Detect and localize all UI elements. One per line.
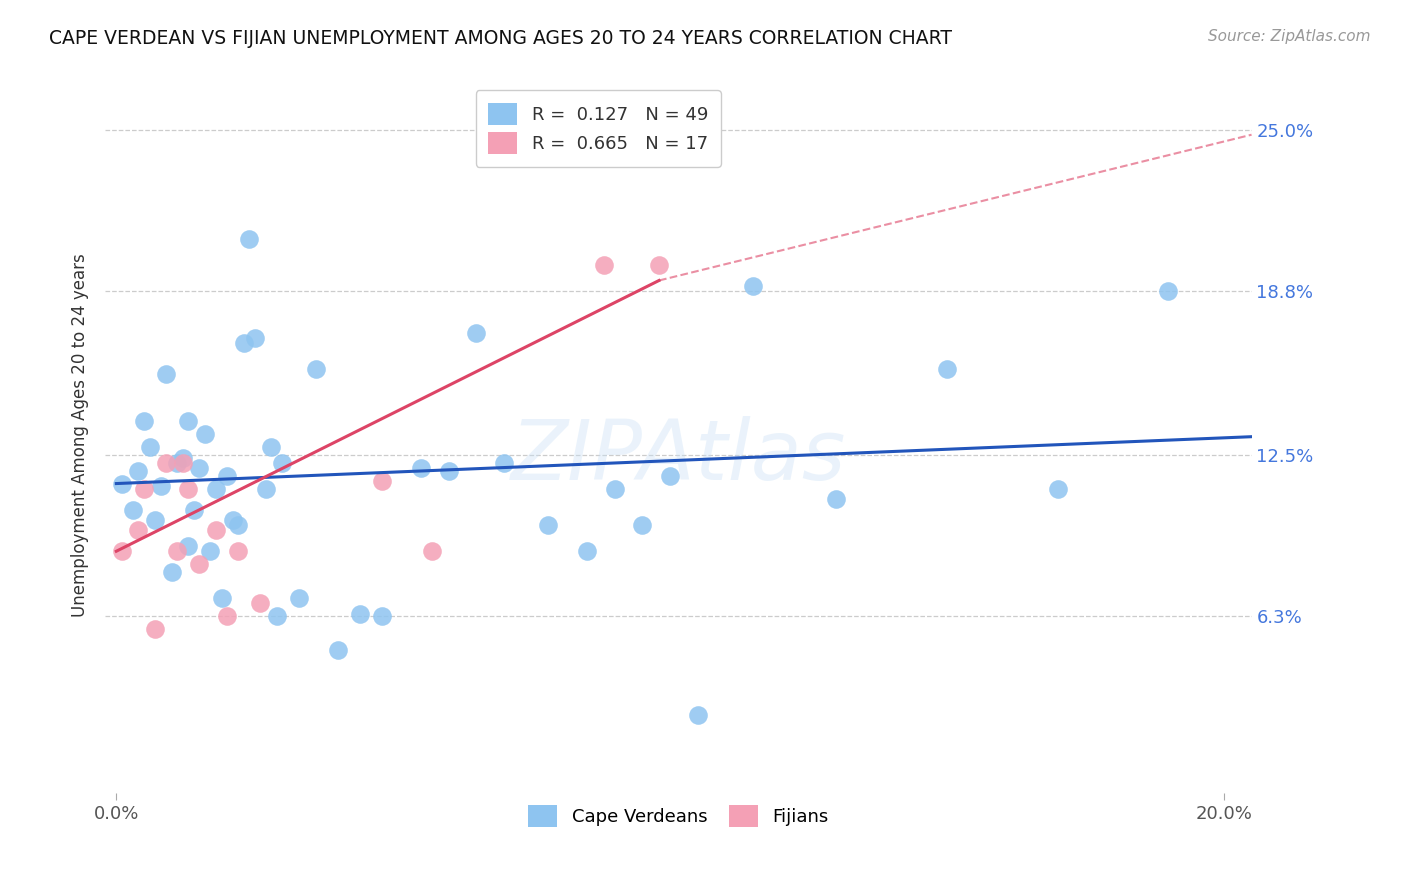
Point bbox=[226, 544, 249, 558]
Point bbox=[659, 468, 682, 483]
Point bbox=[631, 518, 654, 533]
Point bbox=[177, 539, 200, 553]
Point bbox=[420, 544, 443, 558]
Point bbox=[177, 414, 200, 428]
Point bbox=[188, 461, 211, 475]
Point bbox=[305, 362, 328, 376]
Point bbox=[166, 456, 188, 470]
Point bbox=[1046, 482, 1069, 496]
Point bbox=[409, 461, 432, 475]
Point bbox=[143, 513, 166, 527]
Point bbox=[200, 544, 222, 558]
Y-axis label: Unemployment Among Ages 20 to 24 years: Unemployment Among Ages 20 to 24 years bbox=[72, 253, 89, 617]
Point bbox=[215, 609, 238, 624]
Point bbox=[238, 232, 260, 246]
Point bbox=[371, 609, 394, 624]
Point bbox=[254, 482, 277, 496]
Point bbox=[221, 513, 243, 527]
Point bbox=[249, 596, 271, 610]
Point bbox=[271, 456, 294, 470]
Point bbox=[205, 524, 228, 538]
Point bbox=[172, 456, 194, 470]
Legend: Cape Verdeans, Fijians: Cape Verdeans, Fijians bbox=[522, 798, 835, 834]
Point bbox=[172, 450, 194, 465]
Point bbox=[437, 464, 460, 478]
Text: Source: ZipAtlas.com: Source: ZipAtlas.com bbox=[1208, 29, 1371, 45]
Point bbox=[326, 643, 349, 657]
Point bbox=[132, 482, 155, 496]
Point bbox=[266, 609, 288, 624]
Point bbox=[371, 474, 394, 488]
Point bbox=[127, 464, 149, 478]
Point bbox=[243, 331, 266, 345]
Point bbox=[349, 607, 371, 621]
Point bbox=[742, 278, 765, 293]
Point bbox=[149, 479, 172, 493]
Text: CAPE VERDEAN VS FIJIAN UNEMPLOYMENT AMONG AGES 20 TO 24 YEARS CORRELATION CHART: CAPE VERDEAN VS FIJIAN UNEMPLOYMENT AMON… bbox=[49, 29, 952, 48]
Point bbox=[260, 440, 283, 454]
Point bbox=[232, 336, 254, 351]
Point bbox=[111, 544, 134, 558]
Point bbox=[576, 544, 599, 558]
Point bbox=[825, 492, 848, 507]
Point bbox=[155, 368, 177, 382]
Point bbox=[122, 502, 145, 516]
Point bbox=[177, 482, 200, 496]
Point bbox=[211, 591, 233, 606]
Point bbox=[686, 708, 709, 723]
Point bbox=[188, 558, 211, 572]
Point bbox=[465, 326, 488, 340]
Point bbox=[166, 544, 188, 558]
Point bbox=[138, 440, 160, 454]
Point bbox=[111, 476, 134, 491]
Point bbox=[1157, 284, 1180, 298]
Point bbox=[183, 502, 205, 516]
Point bbox=[936, 362, 959, 376]
Point bbox=[155, 456, 177, 470]
Point bbox=[603, 482, 626, 496]
Point bbox=[127, 524, 149, 538]
Point bbox=[194, 427, 217, 442]
Point bbox=[537, 518, 560, 533]
Point bbox=[492, 456, 515, 470]
Point bbox=[132, 414, 155, 428]
Point bbox=[226, 518, 249, 533]
Point bbox=[592, 258, 614, 272]
Point bbox=[648, 258, 671, 272]
Point bbox=[288, 591, 311, 606]
Text: ZIPAtlas: ZIPAtlas bbox=[510, 417, 846, 498]
Point bbox=[160, 565, 183, 579]
Point bbox=[215, 468, 238, 483]
Point bbox=[143, 623, 166, 637]
Point bbox=[205, 482, 228, 496]
